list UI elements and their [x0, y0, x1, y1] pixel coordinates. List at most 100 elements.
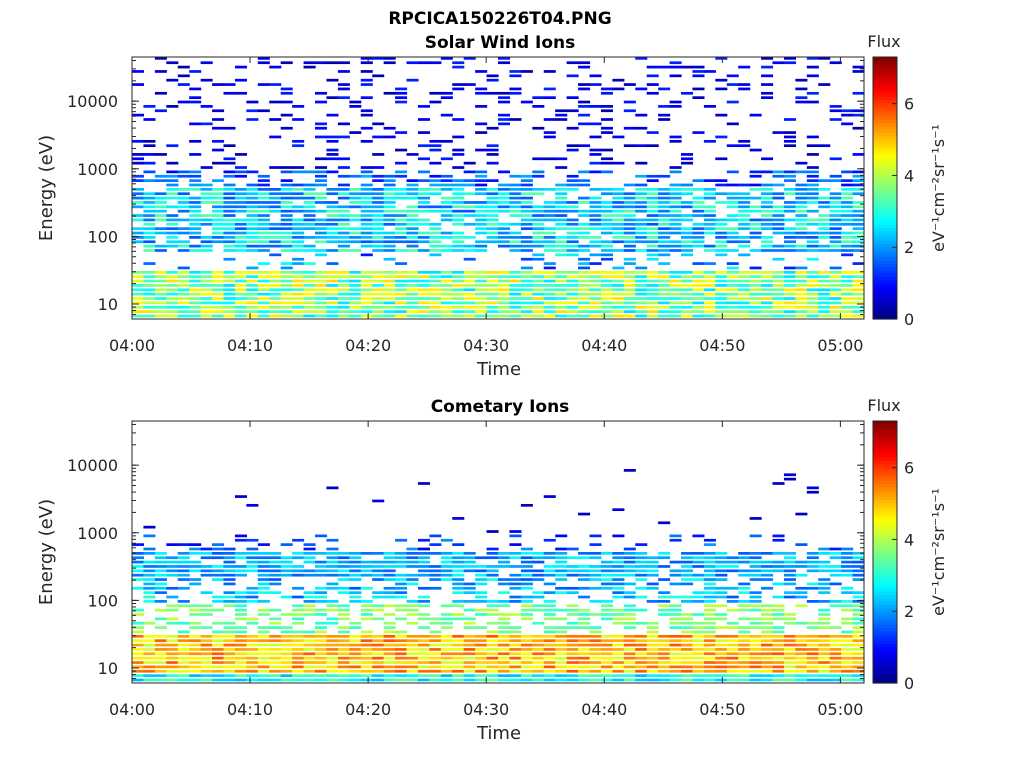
spectrogram-cell: [475, 652, 488, 656]
spectrogram-cell: [600, 161, 613, 165]
spectrogram-cell: [520, 547, 533, 551]
spectrogram-cell: [692, 131, 705, 134]
spectrogram-cell: [463, 678, 476, 682]
spectrogram-cell: [692, 626, 705, 629]
spectrogram-cell: [852, 113, 865, 117]
spectrogram-cell: [280, 661, 293, 664]
spectrogram-cell: [532, 556, 545, 560]
spectrogram-cell: [257, 661, 270, 664]
spectrogram-cell: [406, 547, 419, 551]
spectrogram-cell: [543, 297, 556, 300]
spectrogram-cell: [383, 231, 396, 235]
spectrogram-cell: [269, 288, 282, 292]
spectrogram-cell: [234, 170, 247, 174]
spectrogram-cell: [612, 227, 625, 231]
spectrogram-cell: [280, 188, 293, 191]
spectrogram-cell: [578, 578, 591, 581]
spectrogram-cell: [635, 196, 648, 200]
spectrogram-cell: [166, 288, 179, 292]
spectrogram-cell: [783, 621, 796, 625]
spectrogram-cell: [257, 83, 270, 86]
spectrogram-cell: [360, 139, 373, 143]
spectrogram-cell: [635, 301, 648, 305]
spectrogram-cell: [841, 314, 854, 318]
spectrogram-cell: [852, 70, 865, 73]
spectrogram-cell: [395, 301, 408, 305]
spectrogram-cell: [841, 275, 854, 279]
spectrogram-cell: [635, 288, 648, 292]
spectrogram-cell: [177, 305, 190, 309]
spectrogram-cell: [532, 292, 545, 296]
spectrogram-cell: [783, 144, 796, 148]
spectrogram-cell: [761, 279, 774, 283]
spectrogram-cell: [532, 314, 545, 318]
spectrogram-cell: [715, 113, 728, 117]
spectrogram-cell: [303, 292, 316, 296]
spectrogram-cell: [818, 222, 831, 226]
spectrogram-cell: [543, 266, 556, 270]
spectrogram-cell: [623, 236, 636, 239]
spectrogram-cell: [132, 543, 145, 546]
spectrogram-cell: [360, 61, 373, 65]
spectrogram-cell: [578, 100, 591, 104]
spectrogram-cell: [395, 170, 408, 174]
spectrogram-cell: [315, 639, 328, 643]
spectrogram-cell: [566, 284, 579, 287]
spectrogram-cell: [543, 240, 556, 244]
spectrogram-cell: [360, 196, 373, 200]
spectrogram-cell: [475, 600, 488, 603]
colorbar-segment: [873, 633, 897, 638]
spectrogram-cell: [315, 275, 328, 279]
spectrogram-cell: [440, 201, 453, 204]
spectrogram-cell: [257, 552, 270, 555]
spectrogram-cell: [543, 600, 556, 603]
spectrogram-cell: [772, 648, 785, 651]
spectrogram-cell: [360, 222, 373, 226]
spectrogram-cell: [749, 617, 762, 621]
spectrogram-cell: [143, 284, 156, 287]
spectrogram-cell: [303, 569, 316, 573]
spectrogram-cell: [566, 96, 579, 100]
spectrogram-cell: [578, 183, 591, 187]
spectrogram-cell: [738, 284, 751, 287]
spectrogram-cell: [360, 586, 373, 590]
colorbar-segment: [873, 191, 897, 196]
spectrogram-cell: [692, 621, 705, 625]
spectrogram-cell: [452, 118, 465, 121]
spectrogram-cell: [440, 639, 453, 643]
spectrogram-cell: [372, 639, 385, 643]
spectrogram-cell: [761, 552, 774, 555]
spectrogram-cell: [498, 205, 511, 209]
spectrogram-cell: [132, 678, 145, 682]
spectrogram-cell: [395, 279, 408, 283]
spectrogram-cell: [829, 643, 842, 647]
spectrogram-cell: [841, 253, 854, 257]
spectrogram-cell: [234, 617, 247, 621]
spectrogram-cell: [566, 297, 579, 300]
spectrogram-cell: [509, 661, 522, 664]
spectrogram-cell: [463, 57, 476, 60]
spectrogram-cell: [578, 595, 591, 599]
spectrogram-cell: [143, 314, 156, 318]
spectrogram-cell: [337, 279, 350, 283]
spectrogram-cell: [555, 552, 568, 555]
spectrogram-cell: [395, 305, 408, 309]
spectrogram-cell: [303, 591, 316, 595]
spectrogram-cell: [612, 661, 625, 664]
spectrogram-cell: [589, 543, 602, 546]
spectrogram-cell: [692, 284, 705, 287]
spectrogram-cell: [566, 205, 579, 209]
spectrogram-cell: [566, 231, 579, 235]
spectrogram-cell: [726, 556, 739, 560]
spectrogram-cell: [783, 279, 796, 283]
spectrogram-cell: [326, 556, 339, 560]
spectrogram-cell: [738, 275, 751, 279]
spectrogram-cell: [555, 634, 568, 638]
spectrogram-cell: [543, 270, 556, 274]
spectrogram-cell: [738, 205, 751, 209]
spectrogram-cell: [269, 301, 282, 305]
spectrogram-cell: [486, 292, 499, 296]
spectrogram-cell: [761, 292, 774, 296]
spectrogram-cell: [703, 179, 716, 182]
spectrogram-cell: [189, 543, 202, 546]
